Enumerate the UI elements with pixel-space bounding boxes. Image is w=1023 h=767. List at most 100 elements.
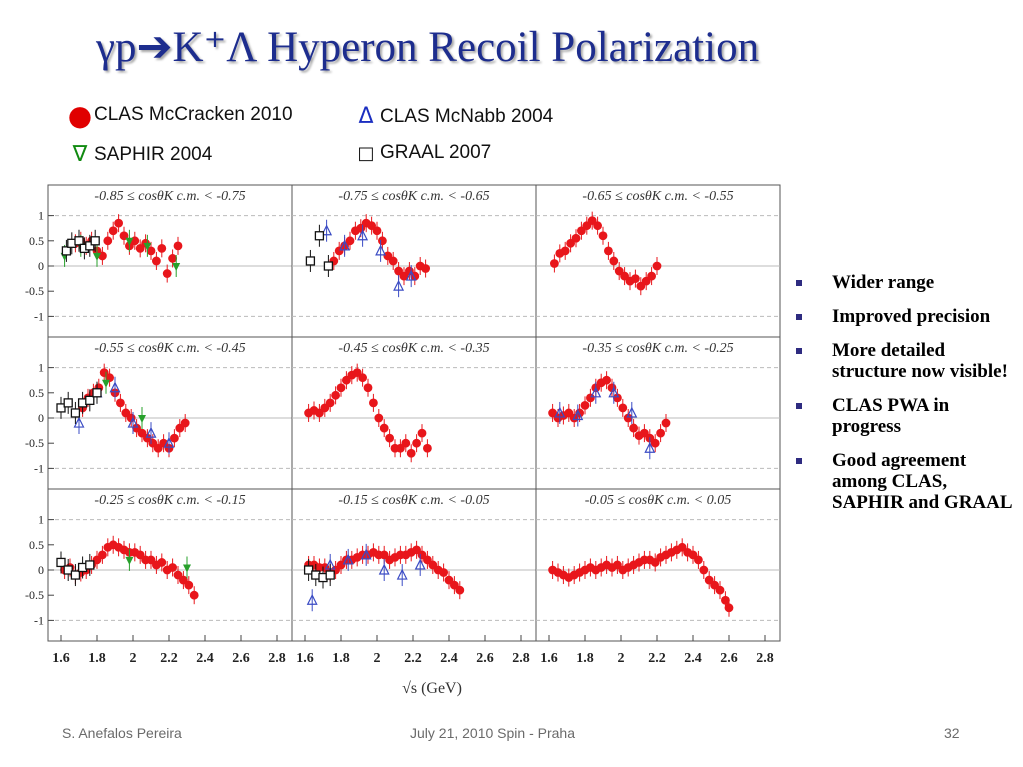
data-point-saphir [125, 556, 134, 565]
data-point-clas-mcnabb [626, 406, 638, 418]
data-point-clas-mccracken [609, 256, 619, 266]
data-point-clas-mccracken [593, 221, 602, 231]
data-point-graal [63, 398, 73, 408]
data-point-clas-mccracken [571, 233, 581, 243]
data-point-clas-mccracken [421, 264, 430, 273]
triangle-up-icon: Δ [358, 104, 374, 129]
data-point-saphir [183, 564, 191, 573]
panel-frame [535, 184, 781, 338]
data-point-clas-mccracken [379, 423, 389, 433]
bullet-text: CLAS PWA in progress [832, 395, 950, 437]
panel-label: -0.45 ≤ cosθK c.m. < -0.35 [338, 341, 489, 356]
y-tick-label: -0.5 [25, 588, 44, 602]
data-point-clas-mccracken [157, 558, 167, 567]
data-point-clas-mcnabb [396, 568, 408, 580]
y-tick-label: -0.5 [25, 284, 44, 298]
bullet-item: CLAS PWA in progress [790, 395, 1015, 437]
data-point-graal [70, 570, 81, 580]
data-point-graal [85, 395, 95, 406]
data-point-clas-mccracken [385, 433, 394, 443]
footer-page-number: 32 [944, 725, 960, 741]
data-point-clas-mccracken [157, 243, 167, 253]
y-tick-label: 1 [38, 209, 44, 223]
x-tick-label: 1.8 [576, 651, 594, 666]
data-point-clas-mcnabb [405, 269, 417, 281]
data-point-clas-mccracken [724, 603, 734, 613]
x-tick-label: 1.6 [296, 651, 314, 666]
data-point-clas-mccracken [715, 585, 725, 595]
bullet-square-icon [796, 403, 802, 409]
data-point-clas-mccracken [369, 398, 378, 408]
data-point-clas-mccracken [694, 555, 703, 565]
x-tick-label: 2.6 [476, 651, 494, 666]
data-point-clas-mcnabb [145, 426, 157, 438]
data-point-clas-mccracken [363, 383, 373, 393]
data-point-clas-mccracken [699, 565, 709, 575]
data-point-graal [303, 565, 314, 575]
y-tick-label: 0 [38, 563, 44, 577]
legend-item-clas-mcnabb: Δ CLAS McNabb 2004 [352, 104, 553, 129]
data-point-clas-mcnabb [339, 239, 351, 251]
data-point-clas-mcnabb [554, 406, 566, 418]
data-point-clas-mccracken [602, 375, 611, 385]
panel-frame [535, 488, 781, 642]
data-point-clas-mcnabb [321, 224, 333, 236]
bullet-item: More detailed structure now visible! [790, 340, 1015, 382]
data-point-graal [323, 261, 334, 271]
data-point-saphir [125, 237, 134, 246]
x-tick-label: 2 [374, 651, 381, 666]
panel-frame [47, 336, 293, 490]
x-tick-label: 2 [130, 651, 137, 666]
y-tick-label: -1 [34, 309, 44, 323]
bullet-text: Improved precision [832, 306, 991, 327]
data-point-clas-mccracken [631, 274, 640, 283]
data-point-clas-mccracken [162, 269, 172, 278]
data-point-clas-mccracken [401, 438, 411, 448]
data-point-clas-mccracken [652, 261, 662, 271]
y-tick-label: -0.5 [25, 436, 44, 450]
y-tick-label: 0 [38, 259, 44, 273]
data-point-clas-mccracken [388, 256, 398, 266]
data-point-clas-mcnabb [163, 436, 175, 448]
data-point-clas-mccracken [108, 226, 118, 236]
data-point-clas-mccracken [598, 231, 608, 241]
x-tick-label: 2.4 [196, 651, 214, 666]
bullet-item: Wider range [790, 272, 1015, 293]
y-tick-label: -1 [34, 613, 44, 627]
y-tick-label: 0 [38, 411, 44, 425]
data-point-clas-mcnabb [644, 441, 656, 453]
footer-event: July 21, 2010 Spin - Praha [410, 725, 575, 741]
data-point-clas-mccracken [417, 428, 427, 438]
x-tick-label: 1.6 [52, 651, 70, 666]
x-tick-label: 2.2 [404, 651, 422, 666]
data-point-graal [85, 560, 95, 570]
data-point-saphir [138, 415, 146, 423]
footer-author: S. Anefalos Pereira [62, 725, 182, 741]
x-tick-label: 2.8 [756, 651, 774, 666]
data-point-clas-mccracken [455, 585, 465, 595]
data-point-clas-mcnabb [73, 416, 85, 428]
data-point-clas-mccracken [98, 550, 107, 560]
x-tick-label: 1.8 [88, 651, 106, 666]
bullet-item: Improved precision [790, 306, 1015, 327]
data-point-clas-mccracken [580, 401, 590, 410]
data-point-clas-mcnabb [306, 593, 318, 605]
data-point-clas-mccracken [168, 563, 178, 572]
data-point-clas-mccracken [650, 438, 660, 448]
data-point-clas-mccracken [345, 236, 355, 246]
y-tick-label: -1 [34, 461, 44, 475]
data-point-clas-mcnabb [378, 563, 390, 575]
x-tick-label: 2 [618, 651, 625, 666]
x-tick-label: 2.4 [440, 651, 458, 666]
data-point-clas-mccracken [116, 398, 125, 408]
x-tick-label: 2.2 [648, 651, 666, 666]
data-point-clas-mcnabb [127, 416, 139, 428]
panel-label: -0.85 ≤ cosθK c.m. < -0.75 [94, 189, 245, 204]
chart-frame [47, 184, 781, 642]
data-point-clas-mccracken [173, 241, 183, 251]
panel-label: -0.05 ≤ cosθK c.m. < 0.05 [585, 493, 732, 508]
legend-item-saphir: ∇ SAPHIR 2004 [66, 142, 213, 167]
data-point-graal [56, 557, 66, 568]
data-point-clas-mcnabb [590, 386, 602, 398]
